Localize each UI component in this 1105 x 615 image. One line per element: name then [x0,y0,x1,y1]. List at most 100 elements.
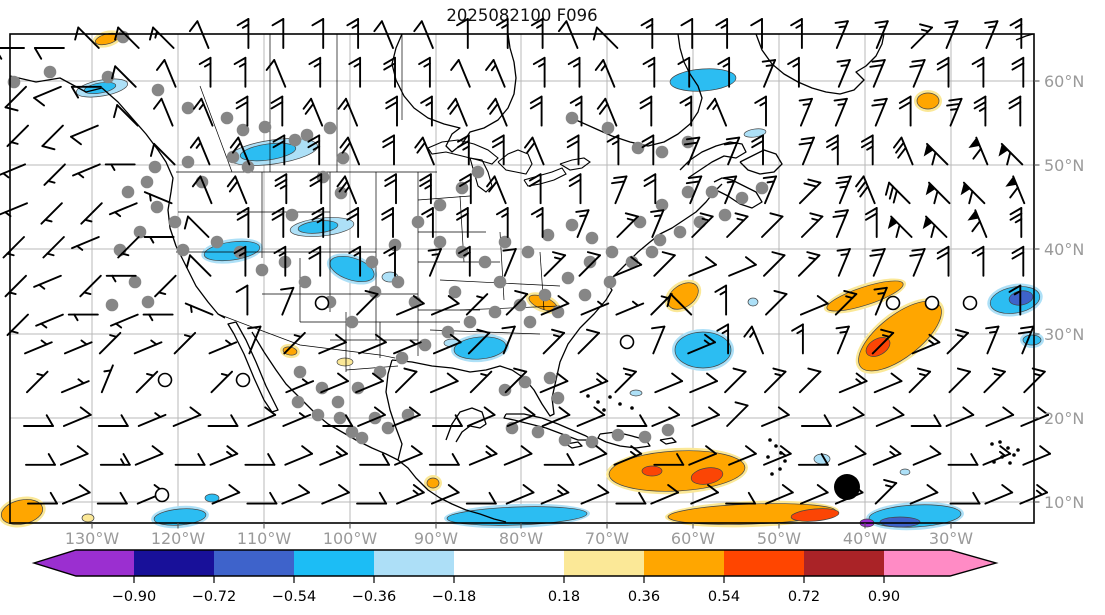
barb-shaft [392,413,421,427]
barb-half-feather [423,62,431,68]
barb-half-feather [989,330,998,334]
barb-shaft [1000,142,1024,166]
barb-feather [267,453,276,466]
station-dot [395,351,409,365]
barb-feather [346,212,360,221]
barb-feather [557,20,568,33]
barb-shaft [872,59,886,88]
barb-feather [412,294,425,305]
barb-feather [835,325,850,330]
barb-feather [529,101,543,110]
station-dot [411,215,425,229]
barb-feather [495,207,509,216]
barb-feather [984,20,999,24]
barb-feather [447,483,460,494]
barb-half-feather [189,304,193,313]
barb-feather [874,20,889,24]
barb-feather [744,445,757,455]
station-dot [541,228,555,242]
barb-feather [909,253,924,257]
barb-feather [273,245,287,255]
barb-shaft [763,254,786,277]
barb-feather [456,18,469,27]
station-dot [538,288,552,302]
station-dot [585,231,599,245]
barb-shaft [580,491,610,505]
barb-feather [606,134,620,143]
barb-feather [807,367,822,373]
barb-feather [895,224,901,239]
axis-labels: 130°W 120°W 110°W 100°W 90°W 80°W 70°W 60°W 50°W… [65,72,1085,548]
barb-feather [595,445,608,455]
barb-feather [643,178,657,187]
barb-feather [754,95,767,104]
barb-shaft [35,313,64,327]
barb-feather [247,325,262,330]
barb-feather [568,173,582,182]
barb-shaft [691,413,720,427]
barb-feather [47,453,56,466]
barb-feather [928,333,941,344]
station-dot [551,391,565,405]
barb-shaft [761,215,784,238]
coastline [659,437,677,445]
station-dot [373,365,387,379]
barb-shaft [836,325,850,355]
station-dot [336,151,350,165]
island-speck [774,444,778,448]
barb-feather [944,20,959,24]
island-speck [770,472,774,476]
barb-feather [381,207,394,216]
colorbar-tick-label: 0.90 [868,589,900,605]
barb-half-feather [928,339,936,346]
barb-feather [705,256,717,266]
barb-shaft [837,59,851,88]
barb-feather [624,212,639,218]
barb-half-feather [238,251,247,257]
colorbar-segment [294,550,374,576]
barb-feather [488,491,497,505]
barb-feather [335,333,347,344]
barb-feather [970,453,979,466]
barb-feather [403,367,418,373]
barb-shaft [281,286,295,316]
barb-feather [45,414,54,427]
barb-feather [76,445,89,455]
border-line [217,313,396,359]
station-dot [151,83,165,97]
barb-feather [269,491,278,505]
barb-feather [1002,406,1015,416]
barb-feather [566,453,575,466]
barb-feather [707,483,719,494]
station-dot [323,121,337,135]
barb-feather [751,134,764,143]
station-dot [531,425,545,439]
barb-feather [419,173,432,182]
barb-half-feather [600,64,607,72]
barb-feather [336,175,346,188]
barb-half-feather [885,484,894,488]
barb-half-feather [796,328,804,335]
barb-half-feather [485,450,493,457]
map-frame [9,33,1040,529]
barb-feather [596,372,609,383]
barb-shaft [837,248,851,277]
barb-feather [890,372,903,383]
barb-shaft [467,331,491,355]
barb-shaft [200,97,214,127]
barb-feather [381,212,394,221]
barb-feather [761,59,777,63]
barb-shaft [310,97,324,127]
barb-feather [447,97,457,110]
barb-shaft [874,97,888,127]
barb-feather [189,406,202,416]
station-dot [365,255,379,269]
lon-label: 120°W [151,529,206,548]
island-specks [586,394,1020,476]
barb-feather [762,175,778,180]
barb-shaft [457,59,471,88]
barb-feather [972,491,981,505]
station-dot [478,255,492,269]
barb-feather [668,406,681,416]
barb-feather [486,175,496,188]
